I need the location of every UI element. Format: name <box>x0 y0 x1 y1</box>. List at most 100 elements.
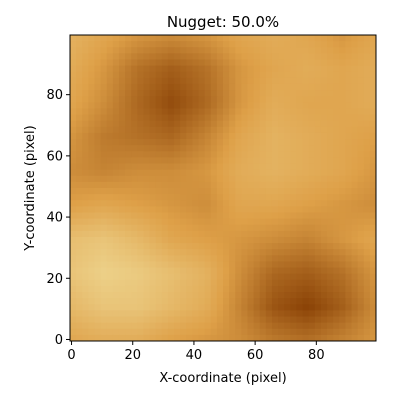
heatmap-cell <box>88 218 96 226</box>
heatmap-cell <box>198 316 206 324</box>
heatmap-cell <box>265 132 273 140</box>
heatmap-cell <box>161 139 169 146</box>
heatmap-cell <box>192 206 200 214</box>
heatmap-cell <box>271 249 279 256</box>
heatmap-cell <box>314 169 322 177</box>
heatmap-cell <box>296 218 304 226</box>
heatmap-cell <box>351 59 359 67</box>
heatmap-cell <box>241 255 249 263</box>
heatmap-cell <box>290 194 298 201</box>
heatmap-cell <box>314 316 322 324</box>
heatmap-cell <box>125 71 132 79</box>
heatmap-cell <box>327 35 334 42</box>
heatmap-cell <box>216 181 224 189</box>
heatmap-cell <box>204 298 212 305</box>
heatmap-cell <box>265 255 273 263</box>
heatmap-cell <box>143 35 151 42</box>
heatmap-cell <box>186 102 193 110</box>
heatmap-cell <box>259 126 267 134</box>
heatmap-cell <box>302 249 310 256</box>
heatmap-cell <box>308 328 316 336</box>
heatmap-cell <box>235 181 242 189</box>
heatmap-cell <box>296 249 304 256</box>
heatmap-cell <box>308 181 316 189</box>
heatmap-cell <box>180 322 187 330</box>
heatmap-cell <box>308 157 316 165</box>
heatmap-cell <box>296 132 304 140</box>
heatmap-cell <box>143 41 151 48</box>
heatmap-cell <box>155 102 163 110</box>
heatmap-cell <box>241 108 249 116</box>
heatmap-cell <box>351 212 359 220</box>
heatmap-cell <box>278 157 285 165</box>
heatmap-cell <box>216 175 224 183</box>
heatmap-cell <box>308 261 316 269</box>
heatmap-cell <box>265 151 273 158</box>
heatmap-cell <box>143 181 151 189</box>
heatmap-cell <box>223 292 230 299</box>
heatmap-cell <box>247 151 255 158</box>
heatmap-cell <box>112 224 120 232</box>
heatmap-cell <box>229 273 236 281</box>
heatmap-cell <box>106 285 114 293</box>
heatmap-cell <box>363 328 371 336</box>
heatmap-cell <box>320 200 328 207</box>
heatmap-cell <box>174 322 181 330</box>
heatmap-cell <box>229 218 236 226</box>
heatmap-cell <box>271 163 279 171</box>
heatmap-cell <box>94 322 102 330</box>
heatmap-cell <box>223 255 230 263</box>
heatmap-cell <box>210 145 218 152</box>
heatmap-cell <box>94 304 102 311</box>
heatmap-cell <box>253 200 261 207</box>
heatmap-cell <box>192 261 200 269</box>
heatmap-cell <box>198 206 206 214</box>
heatmap-cell <box>76 181 83 189</box>
heatmap-cell <box>94 83 102 91</box>
heatmap-cell <box>82 304 89 311</box>
heatmap-cell <box>235 298 242 305</box>
heatmap-cell <box>241 334 249 341</box>
heatmap-cell <box>314 47 322 54</box>
heatmap-cell <box>155 236 163 244</box>
heatmap-cell <box>302 96 310 103</box>
heatmap-cell <box>112 77 120 85</box>
heatmap-cell <box>204 194 212 201</box>
heatmap-cell <box>125 77 132 85</box>
heatmap-cell <box>314 243 322 250</box>
heatmap-cell <box>106 132 114 140</box>
heatmap-cell <box>357 255 365 263</box>
heatmap-cell <box>327 181 334 189</box>
heatmap-cell <box>131 47 138 54</box>
heatmap-cell <box>247 145 255 152</box>
heatmap-cell <box>198 236 206 244</box>
heatmap-cell <box>229 114 236 122</box>
heatmap-cell <box>284 175 291 183</box>
heatmap-cell <box>363 310 371 318</box>
heatmap-cell <box>302 267 310 275</box>
heatmap-cell <box>296 96 304 103</box>
heatmap-cell <box>278 304 285 311</box>
heatmap-cell <box>125 151 132 158</box>
heatmap-cell <box>290 108 298 116</box>
heatmap-cell <box>180 90 187 97</box>
heatmap-cell <box>290 273 298 281</box>
heatmap-cell <box>88 65 96 73</box>
heatmap-cell <box>76 200 83 207</box>
heatmap-cell <box>259 77 267 85</box>
heatmap-cell <box>155 59 163 67</box>
heatmap-cell <box>345 126 353 134</box>
heatmap-cell <box>82 322 89 330</box>
heatmap-cell <box>241 77 249 85</box>
heatmap-cell <box>216 96 224 103</box>
heatmap-cell <box>278 298 285 305</box>
heatmap-cell <box>131 273 138 281</box>
heatmap-cell <box>76 334 83 341</box>
heatmap-cell <box>210 126 218 134</box>
heatmap-cell <box>149 334 157 341</box>
heatmap-cell <box>192 126 200 134</box>
heatmap-cell <box>198 328 206 336</box>
heatmap-cell <box>204 169 212 177</box>
heatmap-cell <box>70 249 77 256</box>
